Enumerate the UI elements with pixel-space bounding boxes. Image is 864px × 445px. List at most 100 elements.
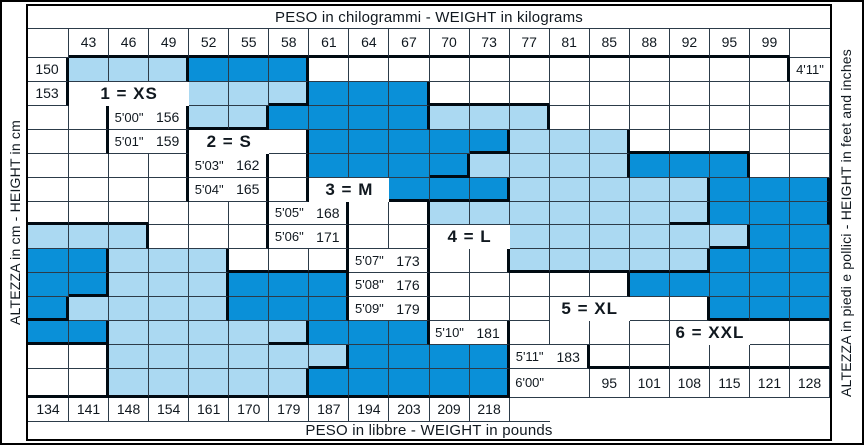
grid-cell xyxy=(509,273,550,298)
grid-cell xyxy=(469,249,510,274)
grid-cell xyxy=(709,345,750,369)
grid-cell xyxy=(389,177,430,202)
grid-cell xyxy=(509,321,550,346)
cm-label: 168 xyxy=(309,201,350,226)
kg-value-cell: 77 xyxy=(509,29,550,58)
grid-cell xyxy=(109,273,150,298)
grid-cell xyxy=(549,105,590,130)
grid-cell xyxy=(189,249,230,274)
cm-label: 173 xyxy=(389,249,430,274)
grid-cell xyxy=(109,345,150,369)
grid-cell xyxy=(189,225,230,250)
left-axis-title: ALTEZZA in cm - HEIGHT in cm xyxy=(7,120,23,325)
grid-cell xyxy=(429,345,470,369)
grid-cell xyxy=(790,225,830,250)
lbs-value-cell: 179 xyxy=(269,397,310,422)
lbs-value-cell: 101 xyxy=(629,368,670,398)
cm-label: 156 xyxy=(149,105,190,130)
grid-cell xyxy=(229,225,270,250)
lbs-axis-title: PESO in libbre - WEIGHT in pounds xyxy=(305,421,553,439)
grid-cell xyxy=(629,153,670,178)
ft-label: 5'00" xyxy=(109,106,150,130)
kg-value-cell: 99 xyxy=(749,29,790,58)
grid-cell xyxy=(790,105,830,130)
grid-cell xyxy=(28,345,69,369)
kg-value-cell: 73 xyxy=(469,29,510,58)
grid-cell xyxy=(669,153,710,178)
ft-label: 5'10" xyxy=(429,321,470,346)
grid-cell xyxy=(709,81,750,106)
grid-cell xyxy=(149,58,190,82)
grid-cell xyxy=(69,345,110,369)
grid-cell xyxy=(309,249,350,274)
ft-label: 5'01" xyxy=(109,130,150,154)
grid-cell xyxy=(309,345,350,369)
grid-cell xyxy=(709,249,750,274)
grid-cell xyxy=(629,58,670,82)
size-region-label: 6 = XXL xyxy=(675,323,745,343)
grid-cell xyxy=(469,297,510,322)
grid-cell xyxy=(589,58,630,82)
grid-cell xyxy=(389,321,430,346)
grid-cell xyxy=(349,201,390,226)
grid-cell xyxy=(790,273,830,298)
grid-cell xyxy=(349,58,390,82)
cm-label: 153 xyxy=(28,81,69,106)
cm-label: 165 xyxy=(229,177,270,202)
cm-label: 183 xyxy=(549,345,590,369)
ft-label: 5'07" xyxy=(349,249,390,274)
grid-cell xyxy=(229,345,270,369)
grid-cell xyxy=(749,201,790,226)
lbs-value-cell: 170 xyxy=(229,397,270,422)
grid-cell xyxy=(69,177,110,202)
grid-cell xyxy=(69,201,110,226)
grid-cell xyxy=(509,177,550,202)
grid-cell xyxy=(309,105,350,130)
grid-cell xyxy=(749,177,790,202)
size-region-label: 3 = M xyxy=(325,179,374,199)
kg-value-cell: 67 xyxy=(389,29,430,58)
grid-cell xyxy=(229,249,270,274)
grid-cell xyxy=(790,345,830,369)
kg-header-spacer-right xyxy=(790,29,830,58)
ft-label: 5'04" xyxy=(189,178,230,202)
cm-label: 162 xyxy=(229,153,270,178)
lbs-value-cell: 134 xyxy=(28,397,69,422)
grid-cell xyxy=(549,177,590,202)
grid-cell xyxy=(790,177,830,202)
grid-cell xyxy=(589,273,630,298)
grid-cell xyxy=(469,81,510,106)
grid-cell xyxy=(429,249,470,274)
grid-cell xyxy=(629,129,670,154)
grid-cell xyxy=(229,273,270,298)
grid-cell xyxy=(549,129,590,154)
grid-cell xyxy=(469,273,510,298)
grid-cell xyxy=(749,321,790,346)
grid-cell xyxy=(669,58,710,82)
lbs-value-cell: 95 xyxy=(589,368,630,398)
grid-cell xyxy=(349,81,390,106)
grid-cell xyxy=(28,201,69,226)
grid-cell xyxy=(469,153,510,178)
grid-cell xyxy=(389,58,430,82)
grid-cell xyxy=(429,297,470,322)
grid-cell xyxy=(629,81,670,106)
grid-cell xyxy=(509,201,550,226)
grid-cell xyxy=(549,273,590,298)
grid-cell xyxy=(28,177,69,202)
grid-cell xyxy=(269,249,310,274)
grid-cell xyxy=(429,81,470,106)
grid-cell xyxy=(749,273,790,298)
grid-cell xyxy=(189,81,230,106)
grid-cell xyxy=(349,105,390,130)
grid-cell xyxy=(28,297,69,322)
lbs-value-cell: 141 xyxy=(69,397,110,422)
kg-value-cell: 85 xyxy=(589,29,630,58)
cm-label: 181 xyxy=(469,321,510,346)
lbs-value-cell: 218 xyxy=(469,397,510,422)
grid-cell xyxy=(149,297,190,322)
grid-cell xyxy=(309,297,350,322)
grid-cell xyxy=(509,105,550,130)
grid-cell xyxy=(629,201,670,226)
lbs-header-spacer-left xyxy=(549,368,590,398)
